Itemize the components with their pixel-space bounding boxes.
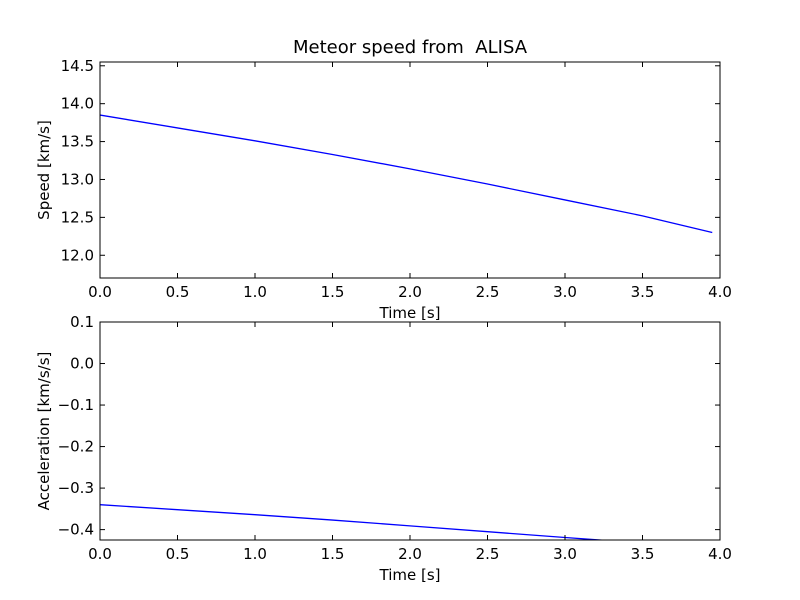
- acceleration-y-axis-label: Acceleration [km/s/s]: [35, 352, 53, 511]
- acceleration-y-tick-label: −0.4: [58, 521, 94, 539]
- speed-y-tick-label: 14.0: [61, 95, 94, 113]
- speed-axes-frame: [99, 61, 721, 279]
- acceleration-x-tick-label: 4.0: [708, 545, 732, 563]
- acceleration-x-tick-label: 1.0: [243, 545, 267, 563]
- speed-y-tick-label: 12.0: [61, 246, 94, 264]
- acceleration-x-axis-label: Time [s]: [379, 566, 441, 584]
- acceleration-x-tick-label: 2.0: [398, 545, 422, 563]
- acceleration-x-tick-label: 2.5: [476, 545, 500, 563]
- speed-y-tick-label: 14.5: [61, 57, 94, 75]
- acceleration-panel: 0.0 0.5 1.0 1.5 2.0 2.5 3.0 3.5 4.0 0.1 0.0 −0.1 −0.…: [35, 313, 732, 584]
- acceleration-x-tick-label: 1.5: [321, 545, 345, 563]
- speed-x-tick-label: 1.0: [243, 283, 267, 301]
- acceleration-y-tick-label: 0.0: [70, 355, 94, 373]
- acceleration-x-tick-label: 0.0: [88, 545, 112, 563]
- speed-x-tick-label: 0.5: [166, 283, 190, 301]
- speed-x-tick-label: 3.0: [553, 283, 577, 301]
- speed-x-tick-label: 1.5: [321, 283, 345, 301]
- acceleration-y-tick-label: 0.1: [70, 313, 94, 331]
- speed-x-tick-label: 4.0: [708, 283, 732, 301]
- speed-y-tick-label: 13.0: [61, 170, 94, 188]
- acceleration-y-tick-label: −0.2: [58, 438, 94, 456]
- speed-y-tick-label: 13.5: [61, 133, 94, 151]
- acceleration-axes-frame: [99, 321, 721, 541]
- speed-x-tick-label: 2.0: [398, 283, 422, 301]
- speed-y-tick-label: 12.5: [61, 208, 94, 226]
- speed-chart-title: Meteor speed from ALISA: [293, 37, 528, 58]
- speed-panel: 0.0 0.5 1.0 1.5 2.0 2.5 3.0 3.5 4.0 12.0 12.5 13.0 1…: [35, 37, 732, 322]
- speed-y-axis-label: Speed [km/s]: [35, 120, 53, 220]
- speed-x-tick-label: 2.5: [476, 283, 500, 301]
- acceleration-series-line: [100, 504, 610, 540]
- acceleration-y-tick-label: −0.1: [58, 396, 94, 414]
- speed-x-tick-label: 0.0: [88, 283, 112, 301]
- speed-x-axis-label: Time [s]: [379, 304, 441, 322]
- acceleration-y-tick-label: −0.3: [58, 479, 94, 497]
- acceleration-x-tick-label: 3.0: [553, 545, 577, 563]
- acceleration-x-tick-label: 0.5: [166, 545, 190, 563]
- acceleration-x-tick-label: 3.5: [631, 545, 655, 563]
- speed-x-tick-label: 3.5: [631, 283, 655, 301]
- speed-series-line: [100, 114, 713, 234]
